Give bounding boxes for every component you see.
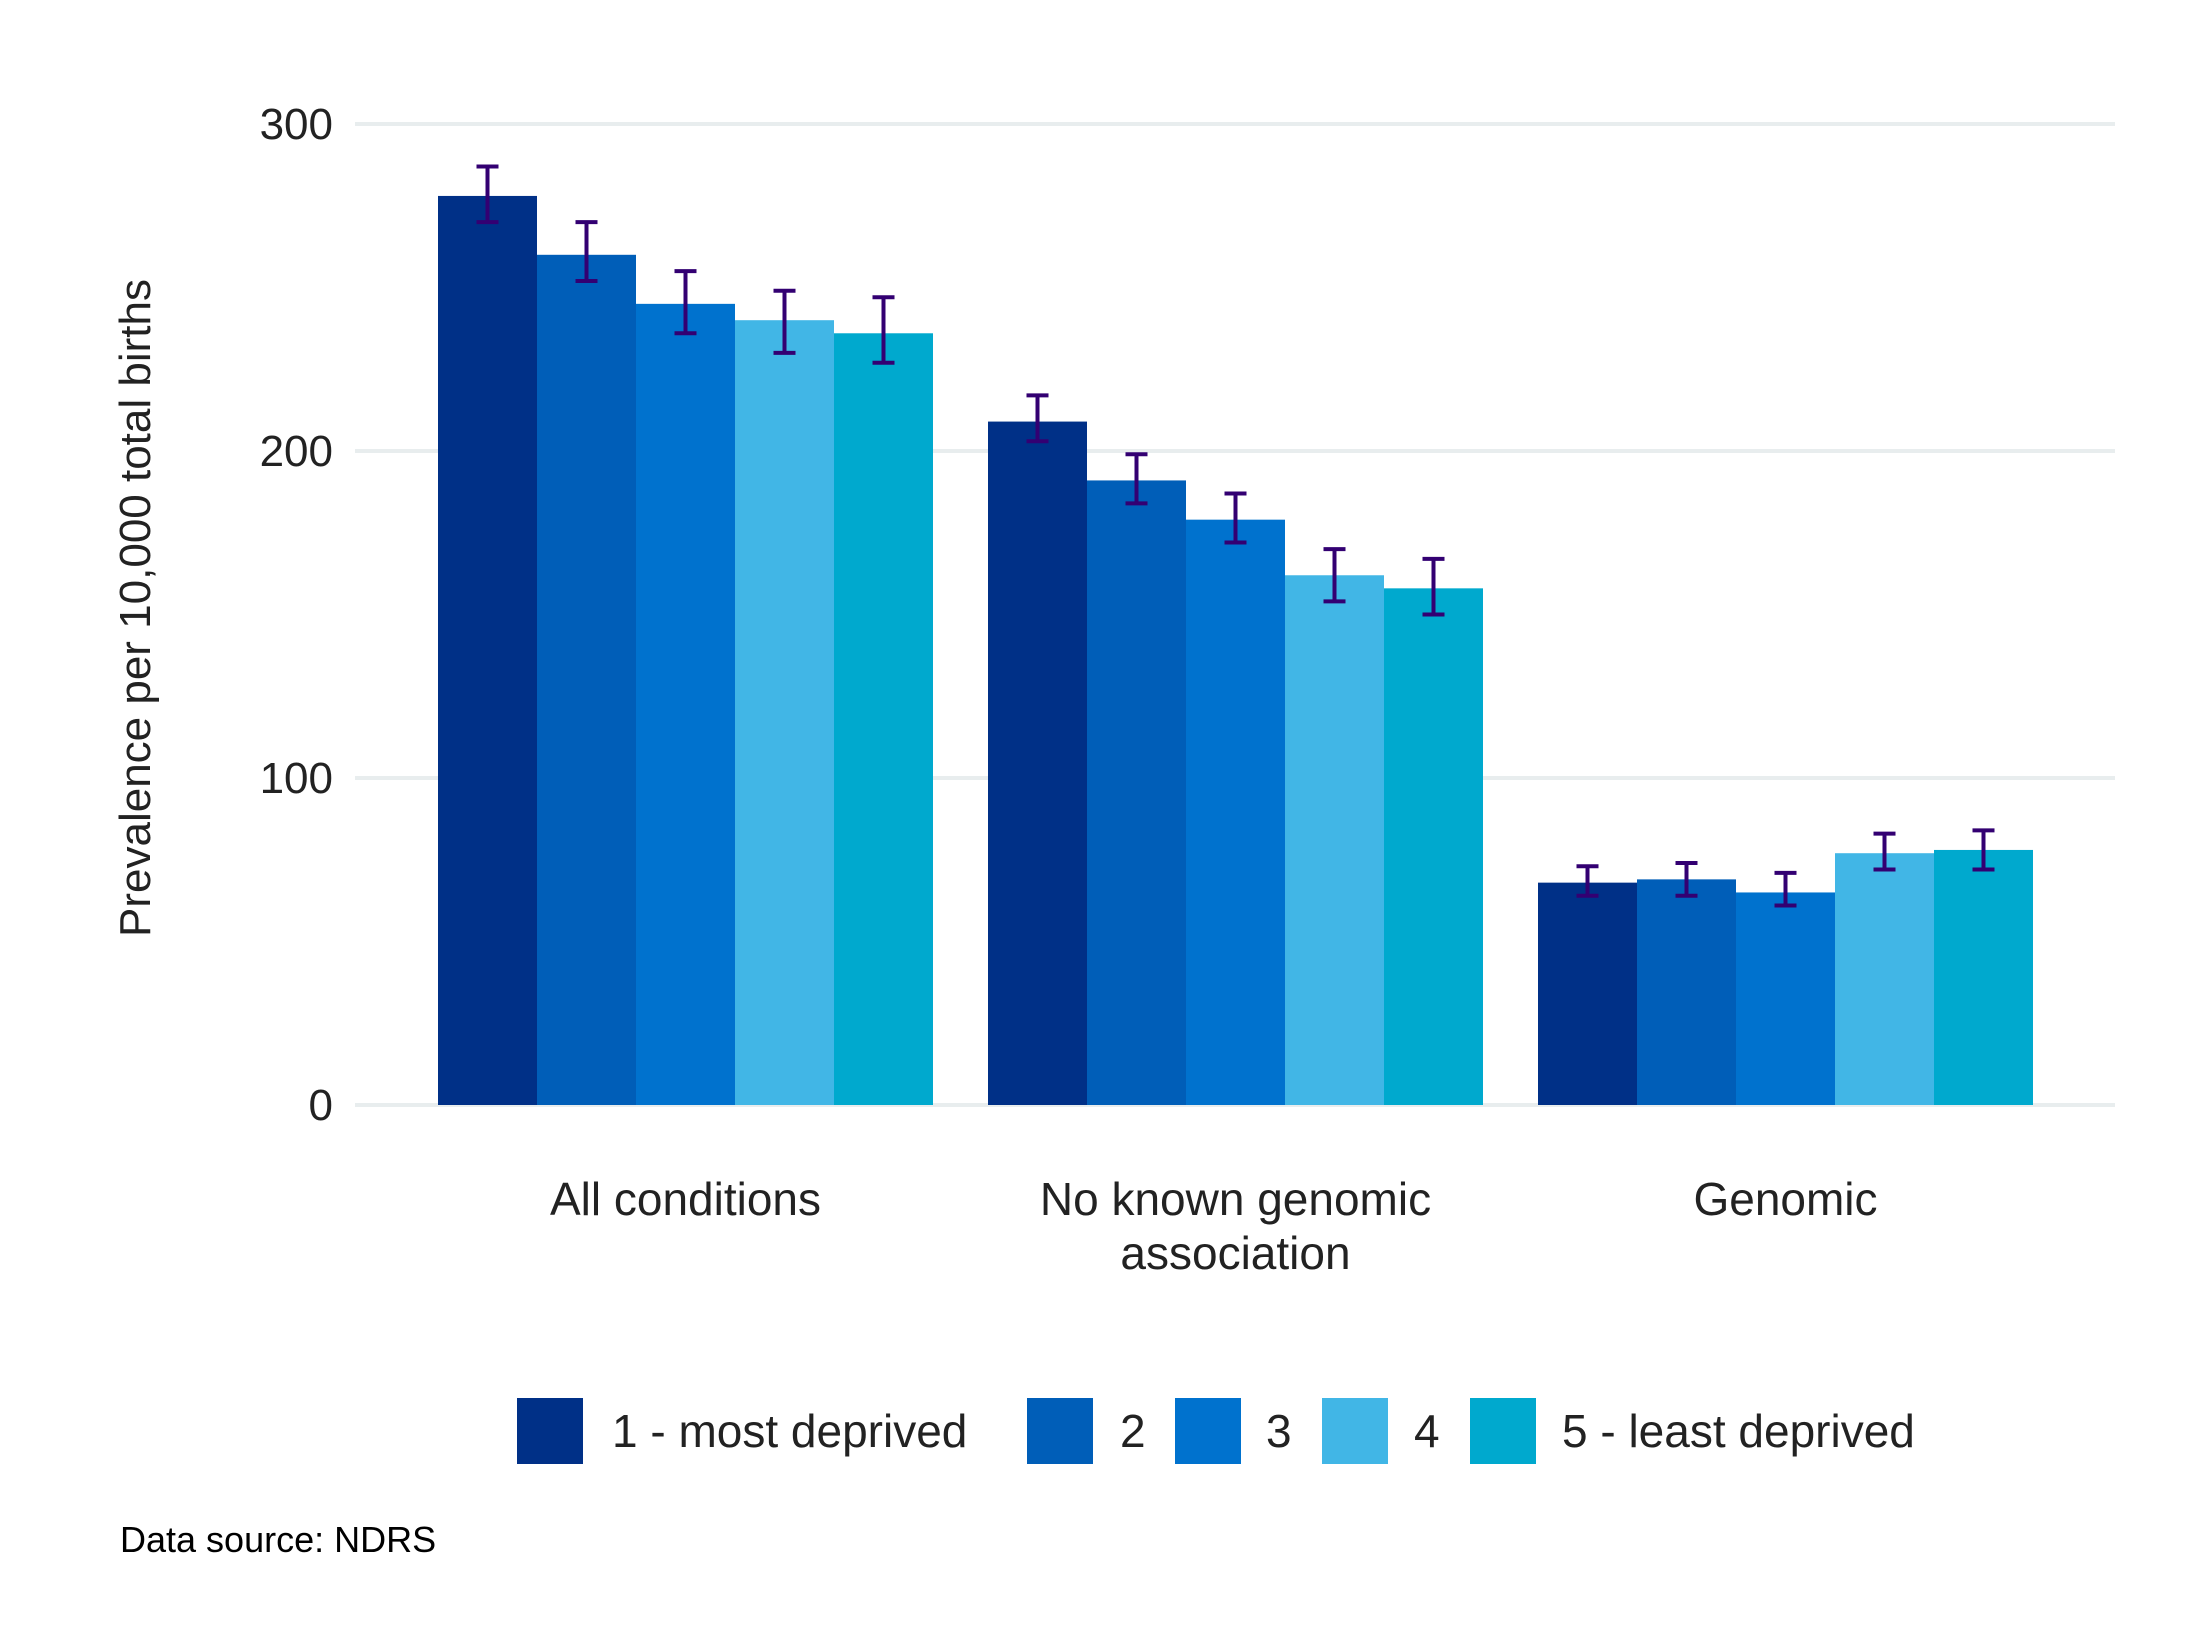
y-tick-label: 0 [309, 1081, 333, 1130]
bar [1736, 892, 1835, 1105]
error-bar [1323, 547, 1346, 604]
bars [438, 195, 2033, 1106]
error-bar [1576, 864, 1599, 898]
legend-item: 4 [1322, 1398, 1440, 1464]
y-axis-ticks: 0 100 200 300 [260, 100, 333, 1130]
error-bar [773, 288, 796, 355]
category-label: No known genomic [1040, 1173, 1431, 1225]
error-bar [1873, 831, 1896, 872]
error-bar [476, 164, 499, 225]
error-bars [476, 164, 1995, 908]
category-label: association [1120, 1227, 1350, 1279]
error-bar [1972, 828, 1995, 872]
error-bar [575, 220, 598, 283]
y-axis-title: Prevalence per 10,000 total births [111, 279, 160, 937]
y-tick-label: 200 [260, 427, 333, 476]
error-bar [1026, 393, 1049, 444]
bar [537, 254, 636, 1106]
error-bar [872, 295, 895, 365]
bar [1285, 575, 1384, 1105]
bar [1384, 588, 1483, 1105]
bar [1637, 879, 1736, 1105]
bar [1186, 519, 1285, 1105]
legend-item: 2 [1027, 1398, 1146, 1464]
y-tick-label: 100 [260, 754, 333, 803]
legend-swatch [517, 1398, 583, 1464]
bar [1087, 480, 1186, 1105]
bar [735, 320, 834, 1105]
error-bar [1224, 491, 1247, 545]
category-label: All conditions [550, 1173, 821, 1225]
bar [636, 303, 735, 1106]
bar [1835, 853, 1934, 1105]
error-bar [1125, 452, 1148, 506]
legend-label: 4 [1414, 1405, 1440, 1457]
legend-swatch [1470, 1398, 1536, 1464]
legend-item: 5 - least deprived [1470, 1398, 1915, 1464]
legend-swatch [1322, 1398, 1388, 1464]
error-bar [1422, 556, 1445, 617]
error-bar [1774, 870, 1797, 908]
bar [1538, 882, 1637, 1105]
x-axis-categories: All conditions No known genomicassociatio… [550, 1173, 1878, 1279]
bar [1934, 849, 2033, 1105]
bar [438, 195, 537, 1105]
legend-label: 5 - least deprived [1562, 1405, 1915, 1457]
legend-label: 3 [1266, 1405, 1292, 1457]
legend-swatch [1175, 1398, 1241, 1464]
legend-item: 1 - most deprived [517, 1398, 967, 1464]
data-source-note: Data source: NDRS [120, 1519, 436, 1560]
error-bar [1675, 861, 1698, 898]
error-bar [674, 269, 697, 336]
legend-label: 1 - most deprived [612, 1405, 967, 1457]
y-tick-label: 300 [260, 100, 333, 149]
legend-swatch [1027, 1398, 1093, 1464]
legend: 1 - most deprived 2 3 4 5 - least deprived [517, 1398, 1915, 1464]
category-label: Genomic [1693, 1173, 1877, 1225]
bar [988, 421, 1087, 1105]
bar [834, 333, 933, 1105]
legend-item: 3 [1175, 1398, 1292, 1464]
legend-label: 2 [1120, 1405, 1146, 1457]
